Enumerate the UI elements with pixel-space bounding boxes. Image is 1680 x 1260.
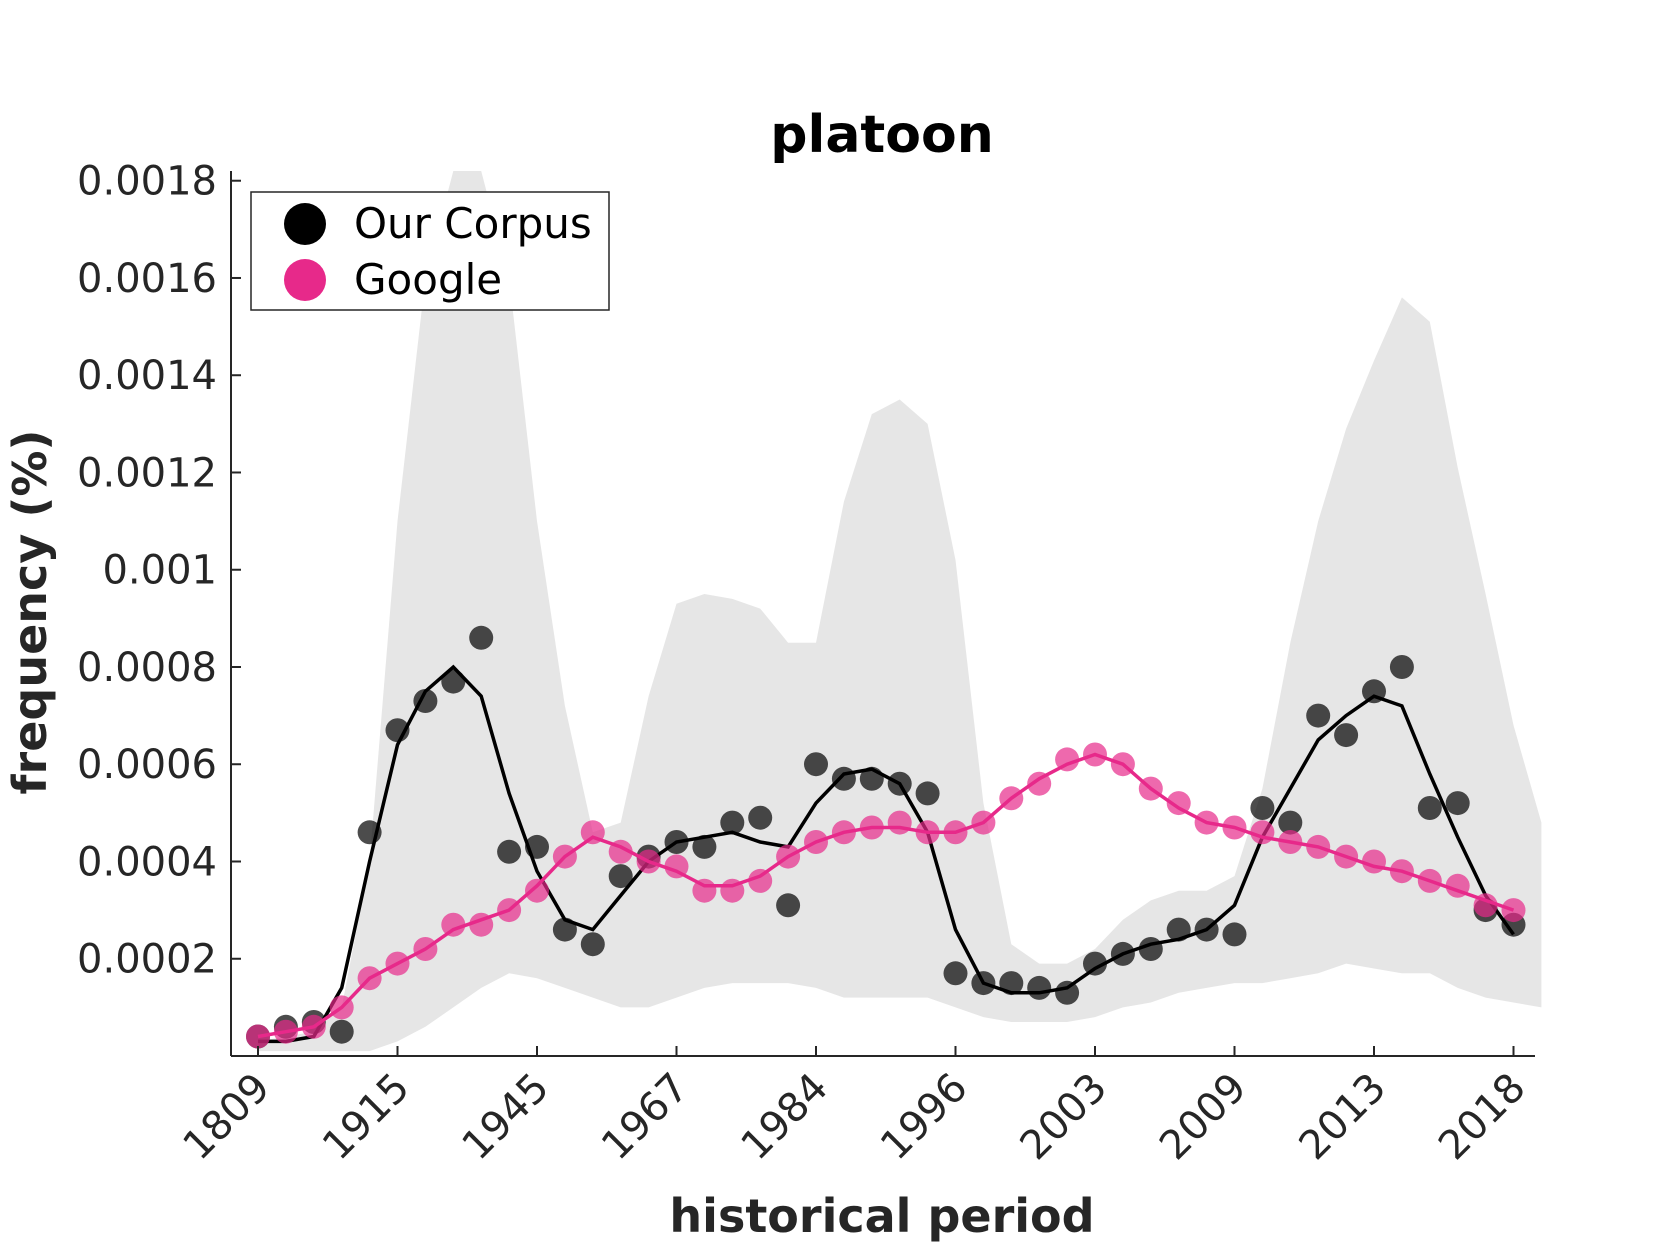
corpus-point <box>1417 796 1442 820</box>
corpus-point <box>580 932 605 957</box>
corpus-trend-line <box>258 664 1515 1044</box>
y-tick-label: 0.0018 <box>77 159 217 205</box>
corpus-point <box>1389 655 1414 679</box>
y-tick-label: 0.001 <box>102 548 217 594</box>
y-tick-label: 0.0016 <box>77 256 217 302</box>
corpus-point <box>413 689 438 713</box>
corpus-point <box>329 1019 354 1044</box>
corpus-point <box>1222 922 1247 947</box>
google-point <box>441 912 466 937</box>
google-point <box>1027 771 1052 796</box>
corpus-point <box>1138 937 1163 961</box>
corpus-point <box>608 864 633 889</box>
corpus-point <box>720 810 745 835</box>
google-point <box>1250 820 1275 845</box>
corpus-point <box>1055 980 1080 1005</box>
y-tick-label: 0.0008 <box>77 645 217 691</box>
legend-label-google: Google <box>354 255 502 304</box>
y-tick-label: 0.0012 <box>77 450 217 496</box>
y-ticks: 0.0002 0.0004 0.0006 0.0008 0.001 0.0012 0.001… <box>77 159 241 983</box>
google-point <box>1166 791 1191 816</box>
x-axis-label: historical period <box>669 1189 1094 1243</box>
corpus-point <box>776 893 801 918</box>
corpus-point <box>915 781 940 806</box>
y-tick-label: 0.0014 <box>77 353 217 399</box>
corpus-point <box>1083 951 1107 976</box>
y-tick-label: 0.0004 <box>77 839 217 885</box>
google-point <box>1362 849 1386 874</box>
variance-band <box>258 171 1542 1052</box>
legend: Our Corpus Google <box>250 191 610 311</box>
corpus-point <box>1278 810 1303 835</box>
corpus-point <box>1027 975 1052 1000</box>
corpus-point <box>469 625 494 650</box>
y-tick-label: 0.0002 <box>77 937 217 983</box>
corpus-point <box>497 839 522 864</box>
corpus-point <box>1250 796 1275 820</box>
google-point <box>525 878 549 903</box>
google-point <box>748 868 773 893</box>
legend-marker-corpus <box>284 203 326 245</box>
y-axis-label: frequency (%) <box>3 430 57 795</box>
corpus-point <box>1445 791 1470 816</box>
legend-label-corpus: Our Corpus <box>354 199 592 248</box>
y-tick-label: 0.0006 <box>77 742 217 788</box>
corpus-point <box>831 766 856 791</box>
corpus-point <box>1334 723 1359 748</box>
google-trend-line <box>257 752 1515 1039</box>
google-point <box>887 810 912 835</box>
plot-area <box>246 171 1542 1052</box>
corpus-point <box>748 805 773 830</box>
corpus-point <box>692 834 717 859</box>
corpus-point <box>1306 703 1331 728</box>
corpus-point <box>804 752 828 777</box>
corpus-point <box>943 961 968 986</box>
chart-title: platoon <box>770 105 993 165</box>
legend-marker-google <box>284 259 326 301</box>
